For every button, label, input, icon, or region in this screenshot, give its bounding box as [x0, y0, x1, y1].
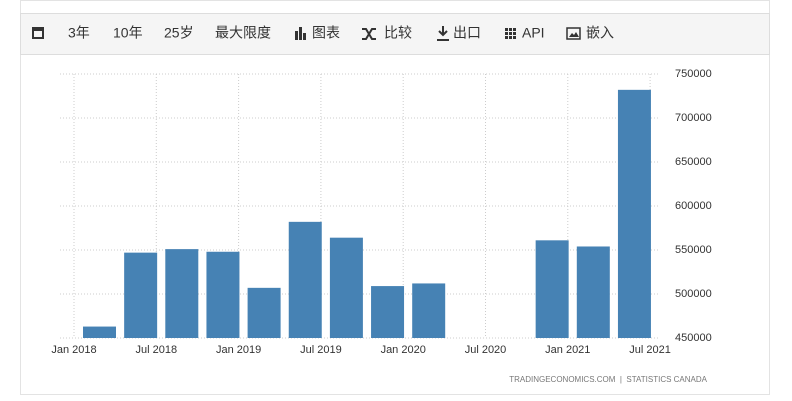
toolbar-button[interactable]: 3年	[68, 25, 90, 41]
toolbar	[20, 13, 770, 55]
toolbar-button[interactable]: API	[522, 25, 545, 41]
x-tick-label: Jan 2018	[51, 344, 96, 356]
toolbar-button[interactable]: 最大限度	[215, 25, 271, 41]
bar	[124, 252, 158, 338]
y-tick-label: 750000	[675, 68, 712, 80]
chart-icon	[295, 27, 306, 40]
x-tick-label: Jul 2019	[300, 344, 342, 356]
download-icon	[437, 26, 449, 41]
x-tick-label: Jan 2020	[381, 344, 426, 356]
bar	[288, 221, 322, 338]
bar	[617, 89, 651, 338]
bar	[371, 286, 405, 338]
bar	[535, 240, 569, 338]
x-tick-label: Jan 2019	[216, 344, 261, 356]
grid-icon	[505, 28, 516, 39]
image-icon	[566, 27, 581, 40]
toolbar-button[interactable]: 25岁	[164, 25, 194, 41]
x-tick-label: Jul 2020	[465, 344, 507, 356]
bar	[412, 283, 446, 338]
y-tick-label: 700000	[675, 112, 712, 124]
compare-icon	[362, 28, 376, 40]
bar	[165, 249, 199, 338]
y-tick-label: 550000	[675, 244, 712, 256]
toolbar-button[interactable]: 图表	[312, 25, 340, 41]
toolbar-button[interactable]: 10年	[113, 25, 143, 41]
bar	[206, 251, 240, 338]
x-tick-label: Jul 2021	[629, 344, 671, 356]
y-tick-label: 500000	[675, 288, 712, 300]
y-tick-label: 600000	[675, 200, 712, 212]
bar	[329, 237, 363, 338]
toolbar-button[interactable]: 出口	[453, 25, 481, 41]
toolbar-button[interactable]: 嵌入	[586, 25, 614, 41]
source: TRADINGECONOMICS.COM | STATISTICS CANADA	[509, 375, 707, 384]
calendar-button[interactable]	[32, 27, 44, 39]
y-tick-label: 450000	[675, 332, 712, 344]
bar	[247, 287, 281, 338]
x-tick-label: Jul 2018	[136, 344, 178, 356]
bar	[576, 246, 610, 338]
toolbar-button[interactable]: 比较	[384, 25, 412, 41]
y-tick-label: 650000	[675, 156, 712, 168]
bar	[83, 326, 116, 338]
x-tick-label: Jan 2021	[545, 344, 590, 356]
